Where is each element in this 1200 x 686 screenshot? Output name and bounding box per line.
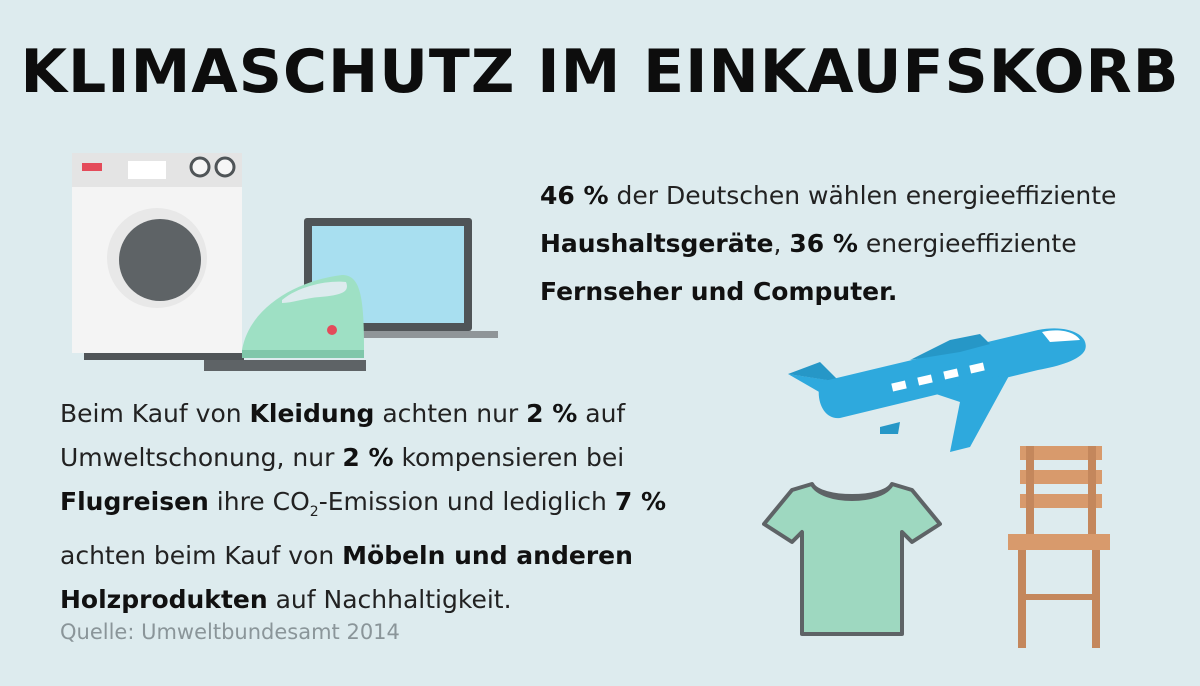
airplane-icon <box>788 328 1086 452</box>
chair-icon <box>1008 446 1110 648</box>
text-segment: auf Nachhaltigkeit. <box>267 585 512 614</box>
source-note: Quelle: Umweltbundesamt 2014 <box>60 620 400 644</box>
co2-subscript: 2 <box>309 504 319 520</box>
text-segment: kompensieren bei <box>393 443 625 472</box>
statement-appliances: 46 % der Deutschen wählen energieeffizie… <box>540 172 1180 316</box>
washing-machine-icon <box>72 153 244 360</box>
highlight-flugreisen: Flugreisen <box>60 487 209 516</box>
highlight-fernseher-computer: Fernseher und Computer. <box>540 277 898 306</box>
infographic-title: KLIMASCHUTZ IM EINKAUFSKORB <box>20 37 1180 107</box>
text-segment: achten nur <box>374 399 527 428</box>
stat-36-percent: 36 % <box>789 229 858 258</box>
text-segment: Beim Kauf von <box>60 399 250 428</box>
stat-46-percent: 46 % <box>540 181 609 210</box>
stat-2-percent-flights: 2 % <box>342 443 394 472</box>
text-segment: energieeffiziente <box>857 229 1077 258</box>
stat-2-percent-clothing: 2 % <box>526 399 578 428</box>
text-segment: , <box>773 229 790 258</box>
tshirt-icon <box>762 482 942 636</box>
highlight-kleidung: Kleidung <box>249 399 375 428</box>
highlight-moebel-holzprodukte: Möbeln und anderen Holzprodukten <box>60 541 633 614</box>
iron-icon <box>204 275 366 371</box>
text-segment: der Deutschen wählen energieeffiziente <box>608 181 1117 210</box>
text-segment: auf Umweltschonung, nur <box>60 399 626 472</box>
stat-7-percent: 7 % <box>614 487 666 516</box>
highlight-haushaltsgeraete: Haushaltsgeräte <box>540 229 774 258</box>
text-segment: -Emission und lediglich <box>318 487 615 516</box>
text-segment: ihre CO <box>208 487 310 516</box>
text-segment: achten beim Kauf von <box>60 541 343 570</box>
statement-clothing-flights-furniture: Beim Kauf von Kleidung achten nur 2 % au… <box>60 392 740 622</box>
appliances-illustration <box>72 153 498 371</box>
